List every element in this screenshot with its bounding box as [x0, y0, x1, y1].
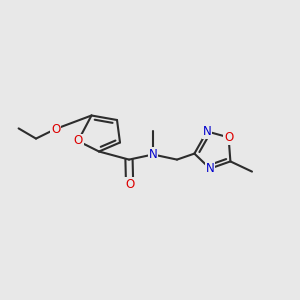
Text: O: O — [51, 122, 60, 136]
Text: N: N — [148, 148, 158, 161]
Text: O: O — [125, 178, 134, 191]
Text: N: N — [206, 162, 214, 175]
Text: O: O — [74, 134, 82, 148]
Text: N: N — [202, 125, 211, 138]
Text: O: O — [224, 131, 233, 144]
